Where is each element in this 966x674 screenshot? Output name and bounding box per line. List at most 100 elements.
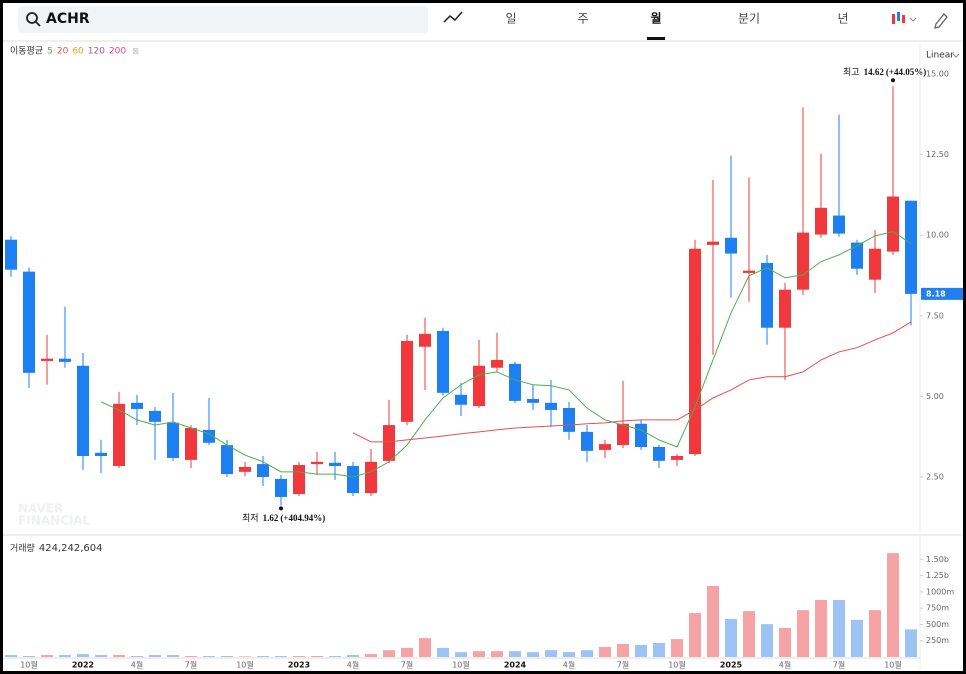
annotation-change: (+404.94%) [280,513,325,523]
volume-bar [635,644,647,657]
candle-body [761,262,773,328]
candle-body [419,333,431,347]
candle-body [635,423,647,447]
volume-bar [113,655,125,657]
volume-bar [689,613,701,657]
search-icon [26,12,38,24]
candle-body [257,464,269,477]
candle-body [671,456,683,460]
x-tick-label: 2024 [504,661,527,670]
volume-bar [545,650,557,657]
x-tick-label: 4월 [347,660,359,670]
volume-bar [365,654,377,657]
volume-bar [41,655,53,657]
candle-body [41,358,53,361]
volume-bar [905,629,917,657]
candle-body [617,423,629,446]
candle-body [797,232,809,290]
volume-bar [257,656,269,657]
candle-body [365,461,377,494]
candle-body [95,452,107,457]
y-tick-label: 750m [926,604,949,613]
annotation-change: (+44.05%) [886,67,926,77]
scale-toggle[interactable]: Linear [926,51,954,61]
icon-part [897,12,900,21]
volume-bar [797,610,809,657]
volume-bar [869,610,881,657]
moving-average [100,231,912,478]
volume-bar [275,656,287,657]
candle-body [527,398,539,403]
volume-bar [491,651,503,657]
volume-bar [617,643,629,657]
icon-part [892,14,895,24]
volume-bar [851,619,863,657]
high-annotation: 최고 14.62 (+44.05%) [843,67,926,77]
tab[interactable]: 년 [837,12,848,26]
y-tick-label: 15.00 [926,70,949,79]
candle-body [491,359,503,368]
volume-bar [167,655,179,657]
candle-body [131,402,143,409]
low-annotation: 최저 1.62 (+404.94%) [242,513,325,523]
candle-body [509,363,521,401]
volume-bar [653,643,665,657]
candle-body [689,248,701,455]
chart-type-icon[interactable] [892,12,917,24]
volume-bar [347,655,359,657]
candle-body [275,478,287,497]
tab-active[interactable]: 월 [650,11,661,26]
x-tick-label: 10월 [236,660,254,670]
candle-body [905,200,917,294]
y-tick-label: 1.25b [926,571,949,580]
x-tick-label: 7월 [833,660,845,670]
tab[interactable]: 주 [577,12,588,26]
y-tick-label: 10.00 [926,231,949,240]
candle-body [383,425,395,461]
x-tick-label: 7월 [617,660,629,670]
volume-bar [707,586,719,657]
volume-bar [581,650,593,657]
x-tick-label: 4월 [563,660,575,670]
y-tick-label: 500m [926,620,949,629]
icon-part [902,15,905,23]
volume-bar [455,652,467,657]
candle-body [869,248,881,280]
candle-body [149,410,161,422]
volume-bar [5,655,17,657]
volume-bar [329,656,341,657]
tab[interactable]: 분기 [738,12,760,26]
watermark: FINANCIAL [18,514,91,528]
tab[interactable]: 일 [505,12,516,26]
candle-body [455,394,467,405]
volume-bar [383,650,395,657]
candle-body [851,242,863,269]
volume-bar [815,600,827,657]
annotation-value: 14.62 [864,67,885,77]
search-text[interactable]: ACHR [46,11,90,27]
volume-bar [239,656,251,657]
volume-title: 거래량 424,242,604 [10,542,102,555]
annotation-label: 최저 [242,513,259,523]
volume-label: 거래량 [10,542,35,554]
plot: 2.50 5.00 7.50 10.00 12.50 15.00 이동평균 5 20 60 120 2… [5,46,963,670]
candle-body [437,330,449,393]
y-tick-label: 1.50b [926,555,949,564]
candle-body [5,239,17,270]
draw-icon[interactable] [934,13,948,29]
x-tick-label: 10월 [20,660,38,670]
compare-icon[interactable] [443,11,463,23]
candle-body [293,465,305,495]
candle-body [329,462,341,467]
candle-body [833,215,845,234]
candle-body [815,207,827,235]
volume-total: 424,242,604 [39,543,103,554]
y-tick-label: 12.50 [926,150,949,159]
candle-body [725,237,737,254]
search-icon [35,21,41,27]
search-box[interactable] [18,6,428,33]
volume-bar [293,656,305,657]
candle-body [743,270,755,273]
